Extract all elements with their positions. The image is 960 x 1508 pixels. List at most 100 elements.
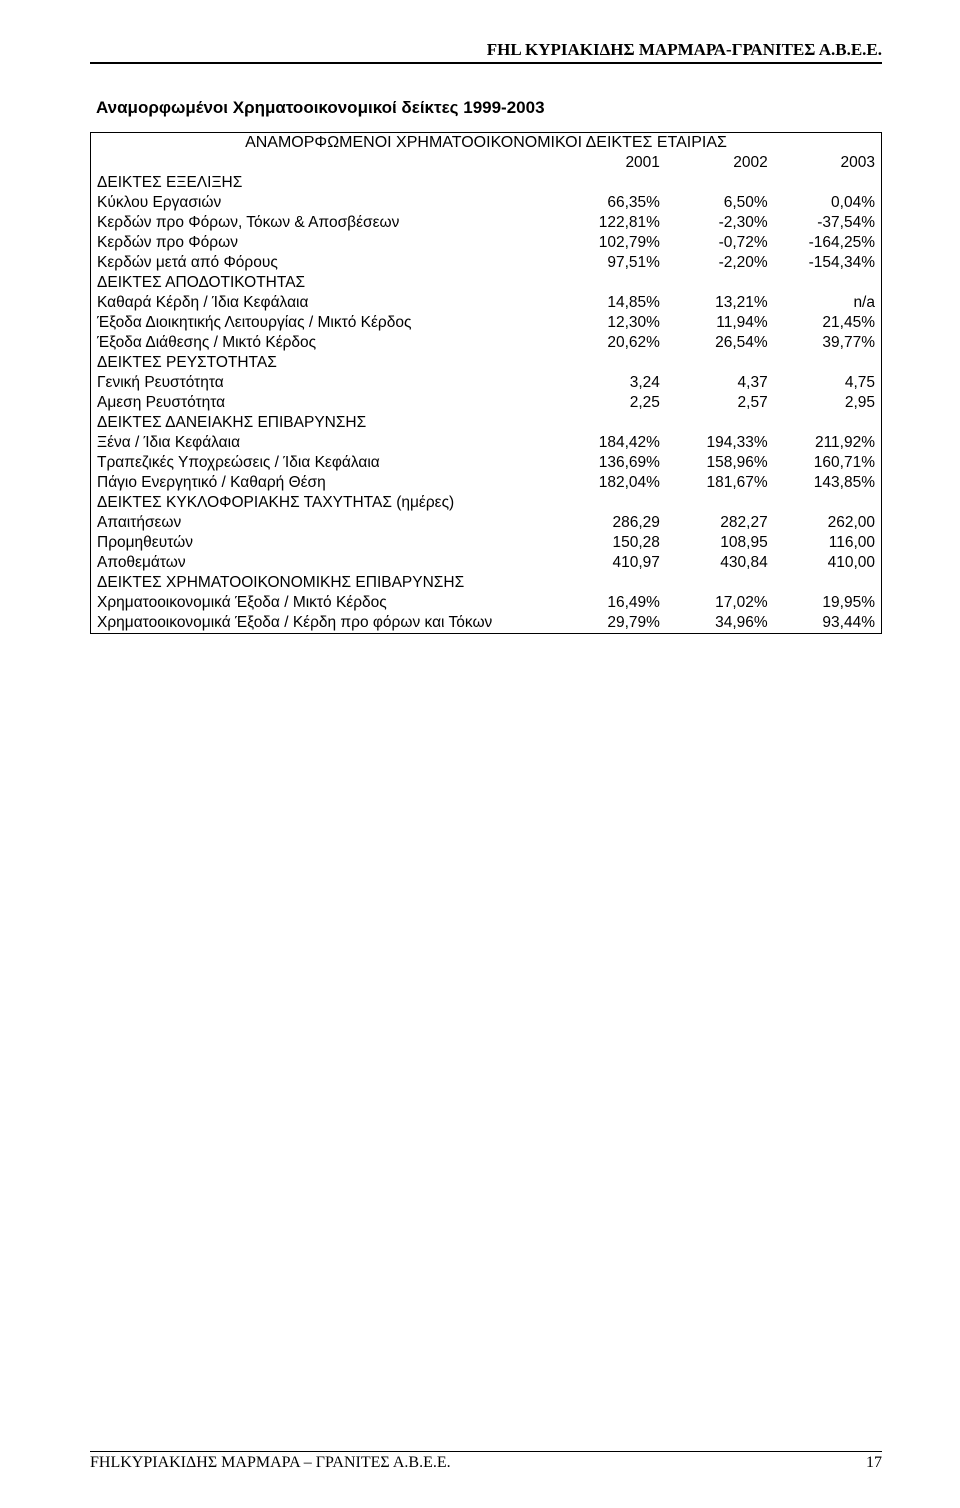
table-row: Προμηθευτών 150,28 108,95 116,00 [91, 533, 882, 553]
table-caption: ΑΝΑΜΟΡΦΩΜΕΝΟΙ ΧΡΗΜΑΤΟΟΙΚΟΝΟΜΙΚΟΙ ΔΕΙΚΤΕΣ… [91, 133, 882, 154]
cell: 14,85% [558, 293, 666, 313]
table-row: Έξοδα Διάθεσης / Μικτό Κέρδος 20,62% 26,… [91, 333, 882, 353]
cell: -37,54% [774, 213, 882, 233]
cell: -0,72% [666, 233, 774, 253]
cell: 17,02% [666, 593, 774, 613]
row-label: Έξοδα Διάθεσης / Μικτό Κέρδος [91, 333, 559, 353]
cell: 2,57 [666, 393, 774, 413]
cell: 6,50% [666, 193, 774, 213]
row-label: Κερδών προ Φόρων, Τόκων & Αποσβέσεων [91, 213, 559, 233]
cell: 282,27 [666, 513, 774, 533]
row-label: Χρηματοοικονομικά Έξοδα / Κέρδη προ φόρω… [91, 613, 559, 634]
cell: 4,75 [774, 373, 882, 393]
section-title: Αναμορφωμένοι Χρηματοοικονομικοί δείκτες… [96, 98, 882, 118]
cell: 108,95 [666, 533, 774, 553]
cell: 410,00 [774, 553, 882, 573]
row-label: Κερδών μετά από Φόρους [91, 253, 559, 273]
cell: 184,42% [558, 433, 666, 453]
cell: 13,21% [666, 293, 774, 313]
section-row: ΔΕΙΚΤΕΣ ΚΥΚΛΟΦΟΡΙΑΚΗΣ ΤΑΧΥΤΗΤΑΣ (ημέρες) [91, 493, 882, 513]
row-label: Κερδών προ Φόρων [91, 233, 559, 253]
table-row: Απαιτήσεων 286,29 282,27 262,00 [91, 513, 882, 533]
cell: 211,92% [774, 433, 882, 453]
row-label: Αμεση Ρευστότητα [91, 393, 559, 413]
year-2003: 2003 [774, 153, 882, 173]
table-row: Χρηματοοικονομικά Έξοδα / Μικτό Κέρδος 1… [91, 593, 882, 613]
cell: -2,30% [666, 213, 774, 233]
cell: 0,04% [774, 193, 882, 213]
cell: 158,96% [666, 453, 774, 473]
cell: 122,81% [558, 213, 666, 233]
page-number: 17 [866, 1454, 882, 1472]
cell: 29,79% [558, 613, 666, 634]
cell: 39,77% [774, 333, 882, 353]
row-label: Τραπεζικές Υποχρεώσεις / Ίδια Κεφάλαια [91, 453, 559, 473]
cell: 19,95% [774, 593, 882, 613]
table-row: Κερδών προ Φόρων, Τόκων & Αποσβέσεων 122… [91, 213, 882, 233]
cell: 150,28 [558, 533, 666, 553]
row-label: Έξοδα Διοικητικής Λειτουργίας / Μικτό Κέ… [91, 313, 559, 333]
row-label: Χρηματοοικονομικά Έξοδα / Μικτό Κέρδος [91, 593, 559, 613]
cell: 286,29 [558, 513, 666, 533]
row-label: Προμηθευτών [91, 533, 559, 553]
cell: 143,85% [774, 473, 882, 493]
row-label: Καθαρά Κέρδη / Ίδια Κεφάλαια [91, 293, 559, 313]
cell: 2,95 [774, 393, 882, 413]
row-label: Ξένα / Ίδια Κεφάλαια [91, 433, 559, 453]
section-row: ΔΕΙΚΤΕΣ ΕΞΕΛΙΞΗΣ [91, 173, 882, 193]
cell: 410,97 [558, 553, 666, 573]
table-row: Κερδών μετά από Φόρους 97,51% -2,20% -15… [91, 253, 882, 273]
table-row: Τραπεζικές Υποχρεώσεις / Ίδια Κεφάλαια 1… [91, 453, 882, 473]
cell: 160,71% [774, 453, 882, 473]
cell: 97,51% [558, 253, 666, 273]
table-row: Αμεση Ρευστότητα 2,25 2,57 2,95 [91, 393, 882, 413]
cell: 182,04% [558, 473, 666, 493]
year-2002: 2002 [666, 153, 774, 173]
financial-ratios-table: ΑΝΑΜΟΡΦΩΜΕΝΟΙ ΧΡΗΜΑΤΟΟΙΚΟΝΟΜΙΚΟΙ ΔΕΙΚΤΕΣ… [90, 132, 882, 634]
cell: 262,00 [774, 513, 882, 533]
table-row: Καθαρά Κέρδη / Ίδια Κεφάλαια 14,85% 13,2… [91, 293, 882, 313]
cell: 11,94% [666, 313, 774, 333]
table-row: Κερδών προ Φόρων 102,79% -0,72% -164,25% [91, 233, 882, 253]
section-row: ΔΕΙΚΤΕΣ ΔΑΝΕΙΑΚΗΣ ΕΠΙΒΑΡΥΝΣΗΣ [91, 413, 882, 433]
page-header: FHL ΚΥΡΙΑΚΙΔΗΣ ΜΑΡΜΑΡΑ-ΓΡΑΝΙΤΕΣ Α.Β.Ε.Ε. [90, 40, 882, 64]
cell: -154,34% [774, 253, 882, 273]
table-row: Ξένα / Ίδια Κεφάλαια 184,42% 194,33% 211… [91, 433, 882, 453]
row-label: Πάγιο Ενεργητικό / Καθαρή Θέση [91, 473, 559, 493]
cell: 20,62% [558, 333, 666, 353]
cell: 194,33% [666, 433, 774, 453]
row-label: Αποθεμάτων [91, 553, 559, 573]
cell: 4,37 [666, 373, 774, 393]
section-heading: ΔΕΙΚΤΕΣ ΔΑΝΕΙΑΚΗΣ ΕΠΙΒΑΡΥΝΣΗΣ [91, 413, 559, 433]
cell: -2,20% [666, 253, 774, 273]
cell: 26,54% [666, 333, 774, 353]
cell: 12,30% [558, 313, 666, 333]
table-row: Πάγιο Ενεργητικό / Καθαρή Θέση 182,04% 1… [91, 473, 882, 493]
cell: 116,00 [774, 533, 882, 553]
section-heading: ΔΕΙΚΤΕΣ ΑΠΟΔΟΤΙΚΟΤΗΤΑΣ [91, 273, 559, 293]
cell: 430,84 [666, 553, 774, 573]
section-heading: ΔΕΙΚΤΕΣ ΡΕΥΣΤΟΤΗΤΑΣ [91, 353, 559, 373]
section-row: ΔΕΙΚΤΕΣ ΡΕΥΣΤΟΤΗΤΑΣ [91, 353, 882, 373]
cell: 66,35% [558, 193, 666, 213]
table-years-row: 2001 2002 2003 [91, 153, 882, 173]
row-label: Γενική Ρευστότητα [91, 373, 559, 393]
cell: 102,79% [558, 233, 666, 253]
table-row: Έξοδα Διοικητικής Λειτουργίας / Μικτό Κέ… [91, 313, 882, 333]
cell: 21,45% [774, 313, 882, 333]
row-label: Απαιτήσεων [91, 513, 559, 533]
document-page: FHL ΚΥΡΙΑΚΙΔΗΣ ΜΑΡΜΑΡΑ-ΓΡΑΝΙΤΕΣ Α.Β.Ε.Ε.… [0, 0, 960, 1508]
cell: 3,24 [558, 373, 666, 393]
section-row: ΔΕΙΚΤΕΣ ΧΡΗΜΑΤΟΟΙΚΟΝΟΜΙΚΗΣ ΕΠΙΒΑΡΥΝΣΗΣ [91, 573, 882, 593]
page-footer: FHLΚΥΡΙΑΚΙΔΗΣ ΜΑΡΜΑΡΑ – ΓΡΑΝΙΤΕΣ Α.Β.Ε.Ε… [90, 1451, 882, 1472]
footer-text: FHLΚΥΡΙΑΚΙΔΗΣ ΜΑΡΜΑΡΑ – ΓΡΑΝΙΤΕΣ Α.Β.Ε.Ε… [90, 1454, 451, 1471]
cell: 181,67% [666, 473, 774, 493]
table-row: Γενική Ρευστότητα 3,24 4,37 4,75 [91, 373, 882, 393]
table-row: Αποθεμάτων 410,97 430,84 410,00 [91, 553, 882, 573]
cell: 2,25 [558, 393, 666, 413]
table-row: Χρηματοοικονομικά Έξοδα / Κέρδη προ φόρω… [91, 613, 882, 634]
section-heading: ΔΕΙΚΤΕΣ ΕΞΕΛΙΞΗΣ [91, 173, 559, 193]
section-heading: ΔΕΙΚΤΕΣ ΚΥΚΛΟΦΟΡΙΑΚΗΣ ΤΑΧΥΤΗΤΑΣ (ημέρες) [91, 493, 559, 513]
section-row: ΔΕΙΚΤΕΣ ΑΠΟΔΟΤΙΚΟΤΗΤΑΣ [91, 273, 882, 293]
table-caption-row: ΑΝΑΜΟΡΦΩΜΕΝΟΙ ΧΡΗΜΑΤΟΟΙΚΟΝΟΜΙΚΟΙ ΔΕΙΚΤΕΣ… [91, 133, 882, 154]
